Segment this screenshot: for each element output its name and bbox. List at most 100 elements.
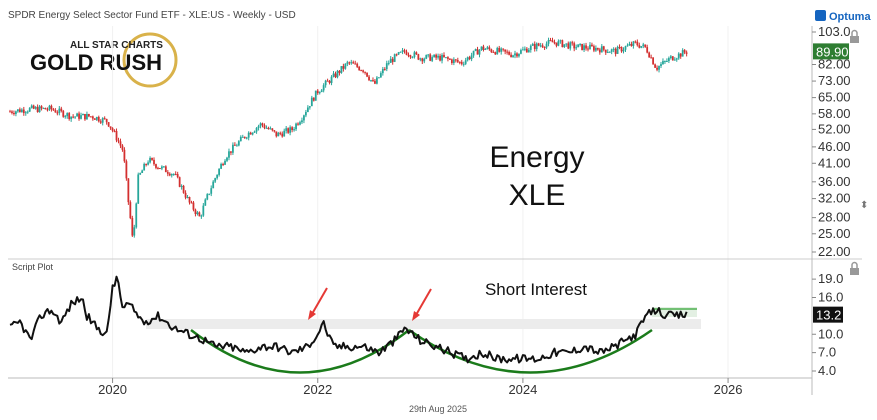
price-candle: [537, 43, 540, 46]
price-candle: [600, 46, 603, 53]
price-lock-icon[interactable]: [850, 29, 859, 44]
panel-lock-icon[interactable]: [850, 261, 859, 276]
price-candle: [249, 132, 252, 135]
price-candle: [587, 48, 589, 50]
price-candle: [115, 131, 118, 141]
price-candle: [618, 46, 621, 48]
price-candle: [310, 97, 313, 107]
price-candle: [172, 173, 175, 175]
price-candle: [589, 44, 591, 50]
price-candle: [50, 105, 53, 110]
price-candle: [591, 44, 593, 47]
price-candle: [176, 174, 179, 178]
price-candle: [622, 49, 625, 52]
price-candle: [257, 126, 260, 128]
price-candle: [464, 60, 467, 64]
price-candle: [141, 170, 144, 173]
price-candle: [470, 55, 473, 60]
price-tick-label: 52.00: [818, 121, 851, 136]
price-candle: [401, 50, 404, 52]
price-candle: [366, 72, 368, 77]
price-candle: [283, 130, 286, 137]
short-interest-line: [9, 275, 688, 364]
price-candle: [638, 45, 641, 48]
price-candle: [265, 127, 268, 129]
price-candle: [573, 43, 576, 49]
price-candle: [200, 215, 203, 217]
price-candle: [44, 107, 47, 110]
price-candle: [80, 115, 82, 119]
price-candle: [664, 61, 666, 63]
price-candle: [571, 42, 574, 44]
price-candle: [287, 128, 290, 133]
price-candle: [675, 58, 678, 60]
price-candle: [350, 62, 353, 64]
price-candle: [332, 73, 335, 77]
price-candle: [206, 194, 209, 200]
price-candle: [184, 192, 187, 198]
price-tick-label: 65.00: [818, 90, 851, 105]
price-candle: [233, 144, 236, 146]
price-candle: [472, 50, 475, 56]
price-candle: [478, 49, 481, 55]
price-candle: [594, 47, 597, 51]
price-tick-label: 22.00: [818, 244, 851, 259]
support-band: [146, 319, 701, 329]
price-candle: [612, 48, 615, 50]
price-candle: [186, 197, 189, 199]
short-interest-overlays: [146, 287, 701, 374]
price-candle: [66, 113, 69, 117]
price-candle: [650, 57, 653, 59]
price-candle: [383, 68, 386, 70]
price-candle: [525, 48, 528, 53]
price-candle: [263, 125, 266, 128]
logo-ring: [122, 32, 178, 88]
price-candle: [72, 116, 75, 118]
price-candle: [403, 50, 406, 52]
price-candle: [498, 47, 501, 52]
script-plot-label: Script Plot: [12, 262, 54, 272]
red-arrow-2: [415, 288, 432, 316]
x-tick-label: 2026: [714, 382, 743, 397]
price-candle: [97, 116, 100, 122]
price-candle: [344, 63, 347, 69]
price-candle: [391, 58, 394, 62]
price-candle: [624, 46, 627, 50]
price-candle: [634, 41, 637, 43]
price-candle: [413, 52, 416, 58]
price-candle: [514, 53, 516, 56]
price-candle: [226, 157, 228, 161]
price-candle: [389, 58, 392, 63]
price-candle: [277, 132, 280, 137]
price-candle: [89, 116, 92, 118]
price-candle: [559, 40, 562, 42]
price-candle: [13, 113, 15, 115]
price-candle: [9, 111, 11, 113]
price-candle: [95, 116, 98, 120]
chart-title: SPDR Energy Select Sector Fund ETF - XLE…: [8, 10, 296, 21]
price-candle: [208, 193, 211, 195]
price-candle: [16, 109, 19, 112]
price-candle: [372, 80, 374, 82]
logo-line1: ALL STAR CHARTS: [70, 40, 163, 51]
price-candle: [364, 71, 366, 73]
price-candle: [630, 43, 633, 46]
price-candle: [551, 40, 554, 43]
price-candle: [642, 44, 645, 47]
logo-line2: GOLD RUSH: [30, 50, 162, 75]
price-candle: [569, 42, 572, 49]
price-candle: [606, 51, 609, 53]
price-candle: [654, 64, 656, 68]
price-candle: [157, 167, 159, 169]
price-candle: [543, 47, 546, 49]
price-candle: [508, 51, 510, 55]
price-candle: [281, 133, 284, 137]
price-candle: [506, 51, 509, 53]
price-candle: [239, 136, 242, 142]
price-candle: [160, 166, 163, 169]
price-candle: [644, 44, 647, 48]
expand-icon[interactable]: ⬍: [860, 200, 868, 211]
price-candle: [425, 55, 428, 59]
price-candle: [441, 54, 443, 61]
price-candle: [356, 63, 359, 67]
